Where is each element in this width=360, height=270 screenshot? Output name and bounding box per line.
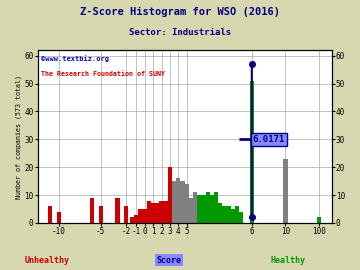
Bar bbox=[57, 212, 61, 223]
Bar bbox=[210, 195, 214, 223]
Text: Z-Score Histogram for WSO (2016): Z-Score Histogram for WSO (2016) bbox=[80, 7, 280, 17]
Text: Score: Score bbox=[157, 256, 182, 265]
Bar bbox=[155, 203, 159, 223]
Text: The Research Foundation of SUNY: The Research Foundation of SUNY bbox=[41, 71, 165, 77]
Bar bbox=[159, 201, 164, 223]
Bar bbox=[250, 81, 254, 223]
Bar bbox=[164, 201, 168, 223]
Bar bbox=[143, 209, 147, 223]
Text: Sector: Industrials: Sector: Industrials bbox=[129, 28, 231, 37]
Bar bbox=[115, 198, 120, 223]
Text: Unhealthy: Unhealthy bbox=[24, 256, 69, 265]
Bar bbox=[172, 181, 176, 223]
Bar bbox=[130, 217, 134, 223]
Bar bbox=[193, 192, 197, 223]
Bar bbox=[218, 203, 222, 223]
Bar bbox=[235, 206, 239, 223]
Y-axis label: Number of companies (573 total): Number of companies (573 total) bbox=[15, 75, 22, 198]
Bar bbox=[168, 167, 172, 223]
Bar bbox=[147, 201, 151, 223]
Bar bbox=[176, 178, 180, 223]
Bar bbox=[197, 195, 202, 223]
Bar bbox=[283, 159, 288, 223]
Text: ©www.textbiz.org: ©www.textbiz.org bbox=[41, 55, 109, 62]
Bar bbox=[90, 198, 94, 223]
Bar bbox=[48, 206, 53, 223]
Bar bbox=[239, 212, 243, 223]
Text: Healthy: Healthy bbox=[270, 256, 306, 265]
Bar bbox=[99, 206, 103, 223]
Bar bbox=[231, 209, 235, 223]
Bar bbox=[227, 206, 231, 223]
Bar bbox=[222, 206, 227, 223]
Bar bbox=[180, 181, 185, 223]
Bar bbox=[151, 203, 155, 223]
Bar bbox=[139, 209, 143, 223]
Bar bbox=[317, 217, 321, 223]
Bar bbox=[202, 195, 206, 223]
Bar bbox=[206, 192, 210, 223]
Bar bbox=[124, 206, 128, 223]
Bar bbox=[134, 215, 139, 223]
Bar bbox=[189, 198, 193, 223]
Text: 6.0171: 6.0171 bbox=[253, 135, 285, 144]
Bar bbox=[185, 184, 189, 223]
Bar bbox=[214, 192, 218, 223]
